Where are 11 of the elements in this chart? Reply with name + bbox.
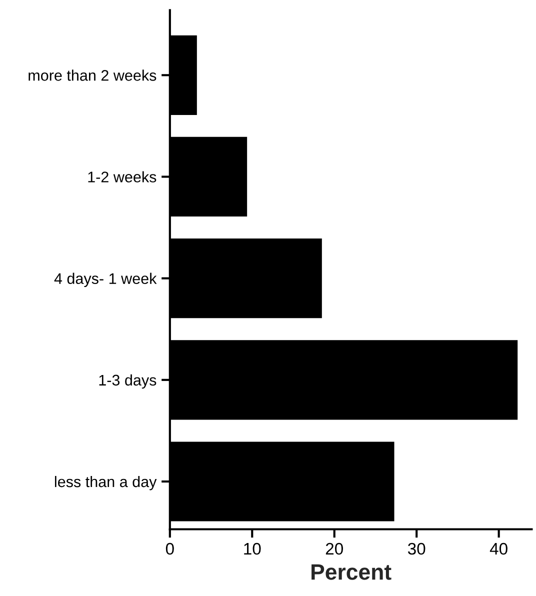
y-tick-label: 1-3 days <box>99 374 156 389</box>
x-tick-label: 30 <box>408 542 426 555</box>
x-tick-label: 0 <box>166 542 174 555</box>
y-tick-label: 1-2 weeks <box>88 171 156 182</box>
y-tick-label: more than 2 weeks <box>28 70 156 81</box>
x-tick-label: 40 <box>490 542 508 555</box>
x-tick-label: 20 <box>326 542 343 555</box>
x-axis-title: Percent <box>312 564 392 580</box>
x-tick-label: 10 <box>244 542 261 555</box>
y-tick-label: 4 days- 1 week <box>54 272 157 288</box>
y-tick-label: less than a day <box>54 476 157 490</box>
